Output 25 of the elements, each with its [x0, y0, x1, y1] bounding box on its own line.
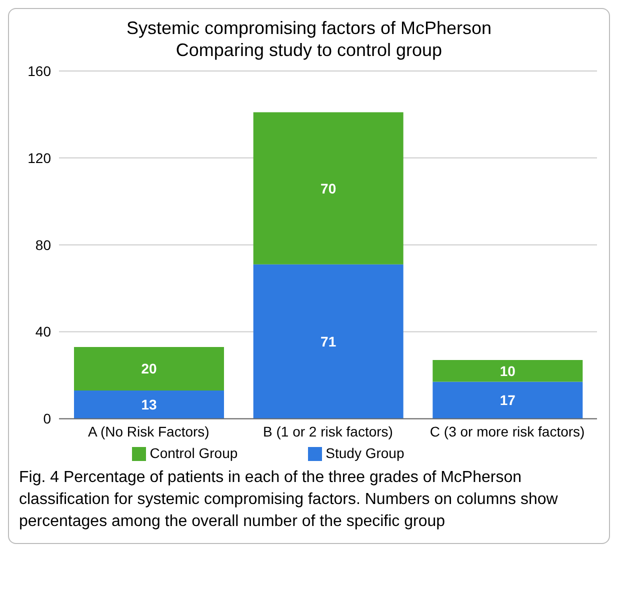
bar	[74, 346, 224, 390]
data-label: 10	[500, 362, 516, 379]
bar	[253, 264, 404, 419]
y-tick-label: 160	[28, 62, 52, 79]
chart-subtitle: Comparing study to control group	[174, 39, 444, 61]
bar	[74, 390, 224, 419]
y-tick-label: 0	[43, 410, 52, 427]
data-label: 70	[320, 180, 336, 196]
caption: Fig. 4 Percentage of patients in each of the three grades of McPherson classification for systemic compromising factors. Numbers on columns show percentages among the overall number of the specific group	[19, 468, 559, 532]
x-tick-label: A (No Risk Factors)	[88, 424, 210, 440]
legend-label: Control Group	[150, 444, 238, 461]
x-tick-label: C (3 or more risk factors)	[430, 424, 585, 440]
chart-title: Systemic compromising factors of McPherson	[125, 17, 493, 39]
y-tick-label: 80	[35, 236, 52, 253]
data-label: 13	[141, 396, 157, 413]
y-tick-label: 120	[28, 150, 52, 166]
data-label: 71	[320, 334, 336, 350]
bar	[432, 382, 583, 419]
y-tick-label: 40	[35, 324, 52, 340]
data-label: 17	[500, 392, 516, 408]
bar	[432, 360, 583, 382]
x-tick-label: B (1 or 2 risk factors)	[263, 424, 393, 440]
bar	[253, 112, 404, 264]
legend-label: Study Group	[326, 444, 404, 461]
data-label: 20	[141, 360, 157, 377]
